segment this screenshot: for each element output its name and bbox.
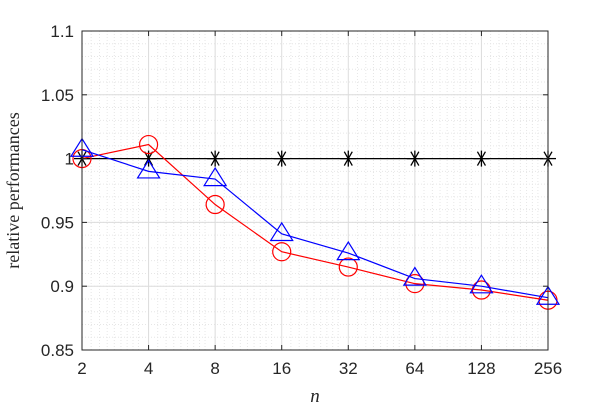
- x-tick-label: 2: [77, 359, 86, 378]
- data-point-triangle: [402, 266, 427, 286]
- data-point-triangle: [136, 159, 161, 179]
- x-tick-label: 256: [534, 359, 562, 378]
- data-point-triangle: [269, 221, 294, 242]
- axes-frame: [81, 30, 549, 351]
- y-tick-label: 1.05: [41, 86, 74, 105]
- series-star: [74, 150, 556, 167]
- y-tick-label: 0.95: [41, 213, 74, 232]
- minor-grid: [82, 30, 548, 351]
- x-tick-label: 4: [144, 359, 153, 378]
- y-axis-title: relative performances: [3, 112, 23, 268]
- data-point-circle: [138, 134, 159, 155]
- x-axis-title: n: [310, 386, 320, 407]
- y-tick-label: 0.9: [50, 277, 74, 296]
- data-point-triangle: [336, 240, 361, 261]
- data-point-star: [473, 150, 490, 167]
- data-point-star: [340, 150, 357, 167]
- data-point-circle: [338, 257, 358, 277]
- plot-area: [82, 31, 548, 350]
- x-tick-label: 32: [339, 359, 358, 378]
- series-line-triangle: [81, 149, 549, 299]
- x-tick-label: 128: [467, 359, 495, 378]
- data-point-star: [207, 150, 224, 167]
- x-tick-label: 64: [405, 359, 424, 378]
- x-tick-label: 8: [210, 359, 219, 378]
- y-tick-label: 0.85: [41, 341, 74, 360]
- data-point-circle: [272, 242, 292, 262]
- series-line-circle: [81, 143, 549, 301]
- data-point-star: [406, 150, 423, 167]
- ticks: [81, 30, 549, 351]
- data-point-circle: [405, 274, 425, 294]
- x-tick-label: 16: [272, 359, 291, 378]
- data-point-star: [273, 150, 290, 167]
- data-point-circle: [205, 194, 225, 215]
- y-tick-label: 1: [65, 150, 74, 169]
- y-tick-label: 1.1: [50, 22, 74, 41]
- series-triangle: [69, 137, 561, 305]
- data-point-triangle: [469, 274, 494, 294]
- data-point-triangle: [203, 166, 228, 187]
